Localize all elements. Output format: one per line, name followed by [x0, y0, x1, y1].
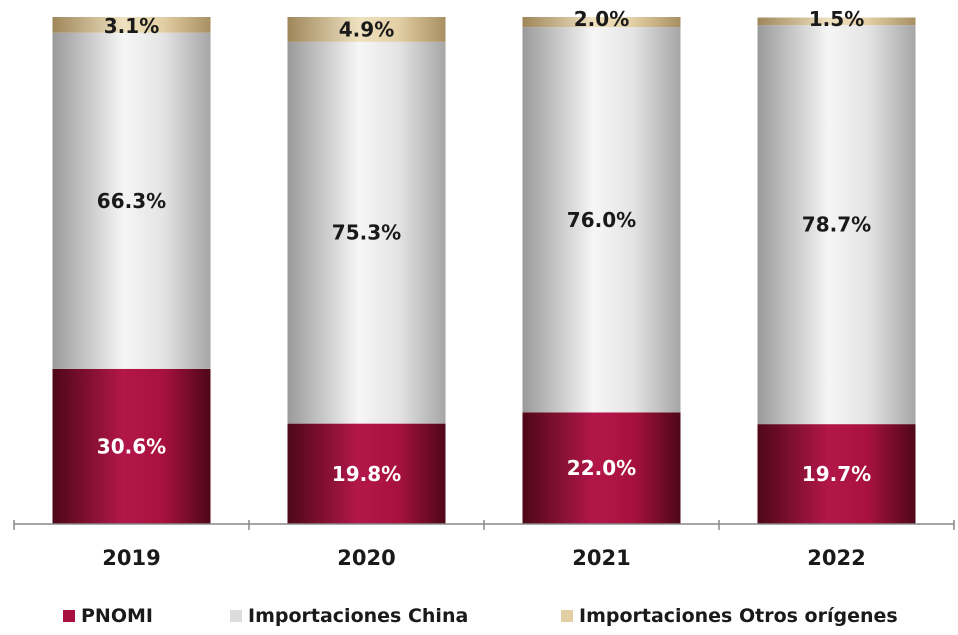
- data-label-pnomi-2019: 30.6%: [97, 434, 166, 458]
- data-label-pnomi-2022: 19.7%: [802, 462, 871, 486]
- legend-swatch-importaciones-china: [230, 610, 242, 622]
- bar-importaciones-china-2022: [757, 25, 916, 425]
- data-label-importaciones-china-2019: 66.3%: [97, 189, 166, 213]
- data-label-importaciones-otros-origenes-2019: 3.1%: [104, 14, 159, 38]
- data-label-importaciones-china-2022: 78.7%: [802, 213, 871, 237]
- bar-importaciones-otros-origenes-2019: [52, 17, 211, 33]
- data-label-importaciones-otros-origenes-2022: 1.5%: [809, 7, 864, 31]
- data-label-importaciones-otros-origenes-2020: 4.9%: [339, 17, 394, 41]
- bar-pnomi-2020: [287, 423, 446, 524]
- bar-importaciones-china-2020: [287, 41, 446, 424]
- x-tick-label-2020: 2020: [337, 546, 395, 570]
- x-tick-label-2019: 2019: [102, 546, 160, 570]
- bar-pnomi-2019: [52, 368, 211, 524]
- bar-importaciones-china-2019: [52, 32, 211, 369]
- data-label-pnomi-2021: 22.0%: [567, 456, 636, 480]
- legend-swatch-pnomi: [63, 610, 75, 622]
- legend-label-pnomi: PNOMI: [81, 605, 153, 627]
- x-tick-label-2022: 2022: [807, 546, 865, 570]
- data-label-pnomi-2020: 19.8%: [332, 462, 401, 486]
- legend-label-importaciones-china: Importaciones China: [248, 605, 468, 627]
- bar-pnomi-2022: [757, 424, 916, 524]
- legend-swatch-importaciones-otros-origenes: [561, 610, 573, 622]
- bar-importaciones-otros-origenes-2021: [522, 17, 681, 28]
- bar-importaciones-otros-origenes-2020: [287, 17, 446, 42]
- data-label-importaciones-china-2021: 76.0%: [567, 208, 636, 232]
- bar-importaciones-china-2021: [522, 27, 681, 413]
- x-tick-label-2021: 2021: [572, 546, 630, 570]
- legend-label-importaciones-otros-origenes: Importaciones Otros orígenes: [579, 605, 898, 627]
- bar-pnomi-2021: [522, 412, 681, 524]
- bar-importaciones-otros-origenes-2022: [757, 17, 916, 26]
- data-label-importaciones-china-2020: 75.3%: [332, 221, 401, 245]
- data-label-importaciones-otros-origenes-2021: 2.0%: [574, 7, 629, 31]
